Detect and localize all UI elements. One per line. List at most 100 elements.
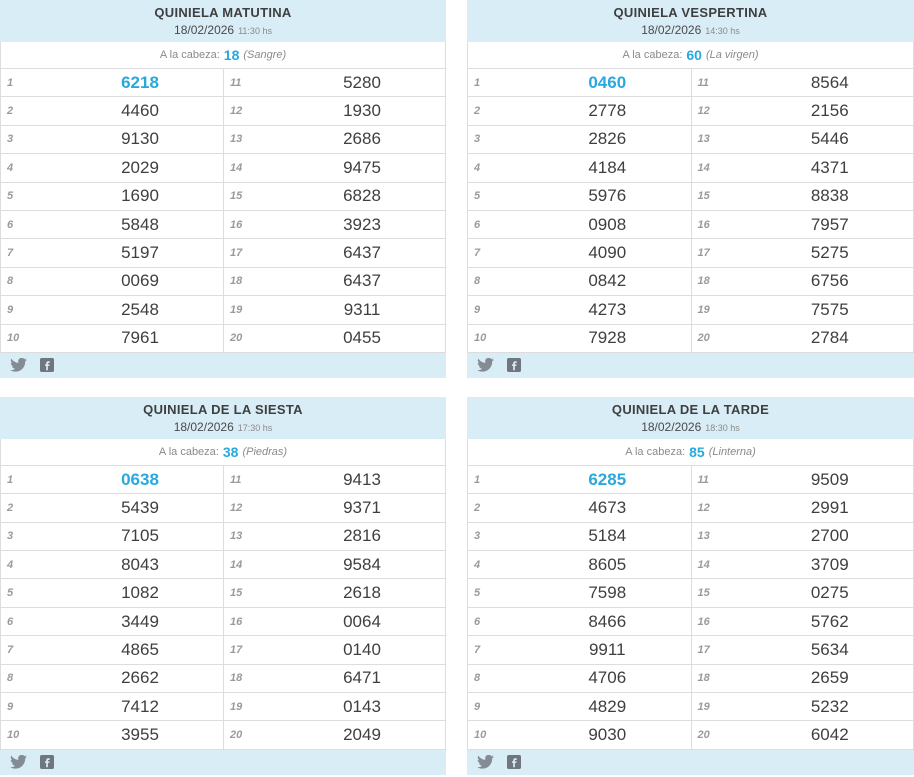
position-number-left: 9 xyxy=(7,303,14,316)
winning-number-right: 6471 xyxy=(343,668,381,688)
winning-number-left: 2029 xyxy=(121,157,159,177)
a-la-cabeza-row: A la cabeza: 85 (Linterna) xyxy=(468,439,913,466)
panel-body: A la cabeza: 18 (Sangre) 1 6218 11 5280 … xyxy=(0,42,446,353)
winning-number-right: 8838 xyxy=(810,186,849,206)
facebook-icon[interactable] xyxy=(507,358,521,373)
position-number-right: 18 xyxy=(223,664,279,693)
winning-number-right: 5275 xyxy=(810,243,849,263)
panel-body: A la cabeza: 60 (La virgen) 1 0460 11 85… xyxy=(467,42,914,353)
winning-number-left: 3955 xyxy=(121,725,159,745)
cabeza-label: A la cabeza: xyxy=(159,49,220,61)
twitter-icon[interactable] xyxy=(10,358,27,373)
twitter-icon[interactable] xyxy=(10,755,27,769)
position-number-right: 12 xyxy=(223,494,279,522)
cabeza-winning-number: 18 xyxy=(223,47,240,63)
winning-number-left: 0842 xyxy=(588,271,627,291)
position-number-left: 9 xyxy=(474,700,481,713)
table-row: 4 8043 14 9584 xyxy=(1,551,445,580)
table-row: 2 4460 12 1930 xyxy=(1,97,445,126)
winning-number-left: 4673 xyxy=(588,497,627,517)
position-number-right: 20 xyxy=(690,721,747,749)
winning-number-right: 0455 xyxy=(343,328,381,348)
table-row: 1 6218 11 5280 xyxy=(1,69,445,98)
winning-number-left: 5197 xyxy=(121,243,159,263)
position-number-left: 9 xyxy=(474,303,481,316)
table-row: 5 1690 15 6828 xyxy=(1,182,445,211)
cabeza-dream-name: (Sangre) xyxy=(243,49,287,61)
panel-body: A la cabeza: 38 (Piedras) 1 0638 11 9413… xyxy=(0,438,446,750)
facebook-icon[interactable] xyxy=(40,755,54,770)
position-number-right: 13 xyxy=(690,522,747,551)
a-la-cabeza-row: A la cabeza: 60 (La virgen) xyxy=(468,42,913,69)
winning-number-left: 7105 xyxy=(121,526,159,546)
position-number-left: 1 xyxy=(7,473,14,486)
position-number-left: 2 xyxy=(7,501,14,514)
winning-number-right: 3709 xyxy=(810,554,849,574)
position-number-right: 17 xyxy=(690,239,747,267)
winning-number-right: 6437 xyxy=(343,271,381,291)
position-number-left: 10 xyxy=(474,729,487,742)
panel-title: QUINIELA MATUTINA xyxy=(154,5,292,20)
table-row: 9 4273 19 7575 xyxy=(468,296,913,325)
winning-number-right: 2049 xyxy=(343,725,381,745)
position-number-left: 8 xyxy=(7,672,14,685)
panel-title: QUINIELA DE LA TARDE xyxy=(611,401,770,417)
winning-number-left: 5976 xyxy=(588,186,627,206)
position-number-left: 9 xyxy=(7,700,14,713)
draw-date: 18/02/2026 xyxy=(174,23,235,37)
table-row: 4 2029 14 9475 xyxy=(1,154,445,183)
position-number-left: 3 xyxy=(474,133,481,146)
draw-time: 18:30 hs xyxy=(705,422,740,433)
winning-number-left: 0638 xyxy=(121,469,159,489)
facebook-icon[interactable] xyxy=(40,358,54,373)
position-number-left: 7 xyxy=(474,643,481,656)
table-row: 9 4829 19 5232 xyxy=(468,693,913,722)
position-number-right: 15 xyxy=(690,579,747,607)
position-number-right: 17 xyxy=(690,636,747,664)
winning-number-left: 6285 xyxy=(588,469,627,489)
table-row: 3 9130 13 2686 xyxy=(1,125,445,155)
position-number-left: 6 xyxy=(7,615,14,628)
winning-number-right: 7957 xyxy=(810,214,849,234)
table-row: 2 2778 12 2156 xyxy=(468,97,913,126)
panel-date: 18/02/2026 17:30 hs xyxy=(0,420,446,434)
winning-number-left: 0908 xyxy=(588,214,627,234)
table-row: 3 2826 13 5446 xyxy=(468,125,913,155)
cabeza-label: A la cabeza: xyxy=(158,445,219,458)
results-table: 1 6285 11 9509 2 4673 12 2991 3 5184 13 … xyxy=(468,465,913,750)
position-number-right: 19 xyxy=(223,296,279,324)
position-number-right: 19 xyxy=(690,296,747,324)
position-number-left: 5 xyxy=(474,190,481,203)
panel-header: QUINIELA VESPERTINA 18/02/2026 14:30 hs xyxy=(467,0,914,42)
panel-header: QUINIELA MATUTINA 18/02/2026 11:30 hs xyxy=(0,0,446,42)
panel-date: 18/02/2026 11:30 hs xyxy=(0,23,446,37)
facebook-icon[interactable] xyxy=(507,755,521,770)
position-number-left: 2 xyxy=(474,105,481,118)
table-row: 9 7412 19 0143 xyxy=(1,693,445,722)
position-number-left: 7 xyxy=(7,247,14,260)
winning-number-right: 3923 xyxy=(343,214,381,234)
winning-number-left: 4090 xyxy=(588,243,627,263)
winning-number-left: 4829 xyxy=(588,696,627,716)
winning-number-left: 6218 xyxy=(121,72,159,92)
position-number-left: 1 xyxy=(7,76,14,89)
winning-number-right: 2659 xyxy=(810,668,849,688)
winning-number-right: 2816 xyxy=(343,526,381,546)
twitter-icon[interactable] xyxy=(477,755,494,769)
cabeza-dream-name: (Linterna) xyxy=(708,445,756,458)
winning-number-right: 5446 xyxy=(810,129,849,149)
winning-number-right: 2618 xyxy=(343,583,381,603)
table-row: 3 5184 13 2700 xyxy=(468,522,913,552)
twitter-icon[interactable] xyxy=(477,358,494,373)
winning-number-right: 0275 xyxy=(810,583,849,603)
winning-number-right: 9509 xyxy=(810,469,849,489)
winning-number-right: 9584 xyxy=(343,554,381,574)
position-number-left: 5 xyxy=(474,587,481,600)
position-number-right: 15 xyxy=(690,182,747,210)
table-row: 8 2662 18 6471 xyxy=(1,664,445,694)
winning-number-left: 7412 xyxy=(121,696,159,716)
position-number-left: 10 xyxy=(7,332,20,345)
position-number-left: 3 xyxy=(7,133,14,146)
winning-number-left: 2826 xyxy=(588,129,627,149)
quiniela-panel: QUINIELA VESPERTINA 18/02/2026 14:30 hs A… xyxy=(467,0,914,378)
